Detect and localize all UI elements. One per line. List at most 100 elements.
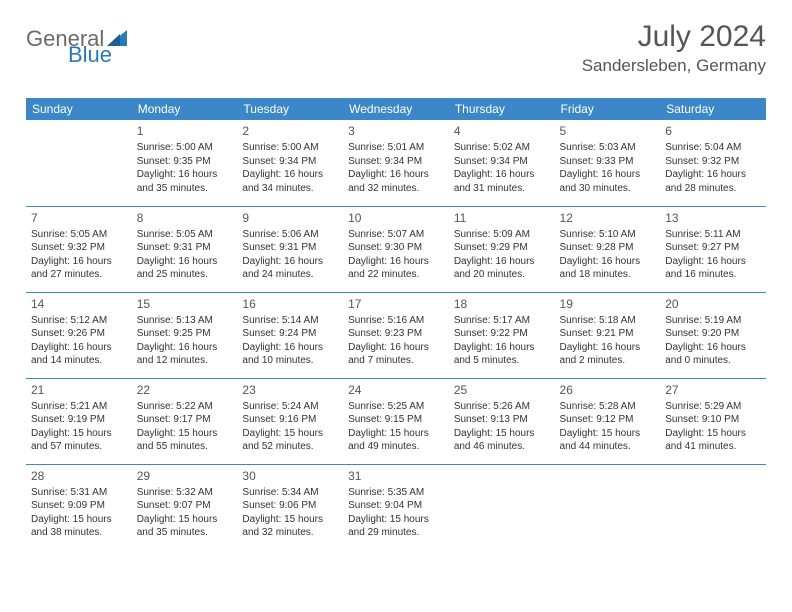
sunrise-line: Sunrise: 5:35 AM: [348, 486, 444, 500]
day-number: 20: [665, 296, 761, 312]
day-header-sunday: Sunday: [26, 98, 132, 120]
day-number: 22: [137, 382, 233, 398]
day-number: 6: [665, 123, 761, 139]
calendar-cell: [555, 464, 661, 550]
daylight-line: Daylight: 16 hours: [665, 341, 761, 355]
day-number: 7: [31, 210, 127, 226]
sunrise-line: Sunrise: 5:11 AM: [665, 228, 761, 242]
day-number: 23: [242, 382, 338, 398]
sunset-line: Sunset: 9:34 PM: [454, 155, 550, 169]
calendar-cell: 26Sunrise: 5:28 AMSunset: 9:12 PMDayligh…: [555, 378, 661, 464]
sunrise-line: Sunrise: 5:00 AM: [242, 141, 338, 155]
sunset-line: Sunset: 9:30 PM: [348, 241, 444, 255]
day-number: 28: [31, 468, 127, 484]
daylight-line: Daylight: 16 hours: [454, 255, 550, 269]
daylight-line: Daylight: 15 hours: [665, 427, 761, 441]
daylight-line: and 16 minutes.: [665, 268, 761, 282]
daylight-line: and 52 minutes.: [242, 440, 338, 454]
calendar-header-row: Sunday Monday Tuesday Wednesday Thursday…: [26, 98, 766, 120]
daylight-line: Daylight: 16 hours: [242, 341, 338, 355]
calendar-cell: 31Sunrise: 5:35 AMSunset: 9:04 PMDayligh…: [343, 464, 449, 550]
daylight-line: Daylight: 15 hours: [137, 513, 233, 527]
sunset-line: Sunset: 9:17 PM: [137, 413, 233, 427]
calendar-cell: 28 Sunrise: 5:31 AMSunset: 9:09 PMDayligh…: [26, 464, 132, 550]
sunrise-line: Sunrise: 5:19 AM: [665, 314, 761, 328]
calendar-cell: 6Sunrise: 5:04 AMSunset: 9:32 PMDaylight…: [660, 120, 766, 206]
calendar-cell: 11Sunrise: 5:09 AMSunset: 9:29 PMDayligh…: [449, 206, 555, 292]
sunrise-line: Sunrise: 5:12 AM: [31, 314, 127, 328]
calendar-cell: 1Sunrise: 5:00 AMSunset: 9:35 PMDaylight…: [132, 120, 238, 206]
day-number: 1: [137, 123, 233, 139]
calendar-cell: 20Sunrise: 5:19 AMSunset: 9:20 PMDayligh…: [660, 292, 766, 378]
sunset-line: Sunset: 9:29 PM: [454, 241, 550, 255]
day-header-thursday: Thursday: [449, 98, 555, 120]
calendar-cell: 2Sunrise: 5:00 AMSunset: 9:34 PMDaylight…: [237, 120, 343, 206]
daylight-line: Daylight: 16 hours: [242, 255, 338, 269]
title-block: July 2024 Sandersleben, Germany: [582, 20, 766, 76]
day-number: 15: [137, 296, 233, 312]
calendar-cell: 4Sunrise: 5:02 AMSunset: 9:34 PMDaylight…: [449, 120, 555, 206]
daylight-line: Daylight: 16 hours: [137, 341, 233, 355]
daylight-line: Daylight: 15 hours: [454, 427, 550, 441]
daylight-line: Daylight: 16 hours: [348, 341, 444, 355]
daylight-line: Daylight: 16 hours: [31, 255, 127, 269]
calendar-cell: 18Sunrise: 5:17 AMSunset: 9:22 PMDayligh…: [449, 292, 555, 378]
sunset-line: Sunset: 9:33 PM: [560, 155, 656, 169]
daylight-line: Daylight: 16 hours: [560, 168, 656, 182]
calendar-page: General July 2024 Sandersleben, Germany …: [0, 0, 792, 570]
calendar-cell: 12Sunrise: 5:10 AMSunset: 9:28 PMDayligh…: [555, 206, 661, 292]
calendar-cell: 27Sunrise: 5:29 AMSunset: 9:10 PMDayligh…: [660, 378, 766, 464]
sunset-line: Sunset: 9:28 PM: [560, 241, 656, 255]
calendar-cell: 16Sunrise: 5:14 AMSunset: 9:24 PMDayligh…: [237, 292, 343, 378]
daylight-line: and 35 minutes.: [137, 526, 233, 540]
daylight-line: and 28 minutes.: [665, 182, 761, 196]
sunrise-line: Sunrise: 5:25 AM: [348, 400, 444, 414]
sunrise-line: Sunrise: 5:05 AM: [31, 228, 127, 242]
daylight-line: Daylight: 15 hours: [31, 513, 127, 527]
logo-blue-wrap: Blue: [68, 42, 112, 68]
sunset-line: Sunset: 9:21 PM: [560, 327, 656, 341]
calendar-cell: 23Sunrise: 5:24 AMSunset: 9:16 PMDayligh…: [237, 378, 343, 464]
sunrise-line: Sunrise: 5:31 AM: [31, 486, 127, 500]
daylight-line: Daylight: 16 hours: [348, 255, 444, 269]
sunrise-line: Sunrise: 5:10 AM: [560, 228, 656, 242]
sunset-line: Sunset: 9:09 PM: [31, 499, 127, 513]
sunrise-line: Sunrise: 5:32 AM: [137, 486, 233, 500]
sunrise-line: Sunrise: 5:07 AM: [348, 228, 444, 242]
sunrise-line: Sunrise: 5:22 AM: [137, 400, 233, 414]
sunrise-line: Sunrise: 5:04 AM: [665, 141, 761, 155]
sunset-line: Sunset: 9:22 PM: [454, 327, 550, 341]
sunset-line: Sunset: 9:10 PM: [665, 413, 761, 427]
day-header-saturday: Saturday: [660, 98, 766, 120]
day-number: 14: [31, 296, 127, 312]
daylight-line: Daylight: 16 hours: [137, 168, 233, 182]
daylight-line: and 10 minutes.: [242, 354, 338, 368]
sunrise-line: Sunrise: 5:00 AM: [137, 141, 233, 155]
calendar-table: Sunday Monday Tuesday Wednesday Thursday…: [26, 98, 766, 550]
sunrise-line: Sunrise: 5:16 AM: [348, 314, 444, 328]
day-number: 11: [454, 210, 550, 226]
sunrise-line: Sunrise: 5:03 AM: [560, 141, 656, 155]
daylight-line: Daylight: 16 hours: [348, 168, 444, 182]
calendar-cell: 5Sunrise: 5:03 AMSunset: 9:33 PMDaylight…: [555, 120, 661, 206]
calendar-cell: 3Sunrise: 5:01 AMSunset: 9:34 PMDaylight…: [343, 120, 449, 206]
sunrise-line: Sunrise: 5:01 AM: [348, 141, 444, 155]
daylight-line: and 24 minutes.: [242, 268, 338, 282]
calendar-week-row: 1Sunrise: 5:00 AMSunset: 9:35 PMDaylight…: [26, 120, 766, 206]
daylight-line: Daylight: 16 hours: [242, 168, 338, 182]
month-title: July 2024: [582, 20, 766, 54]
calendar-week-row: 14Sunrise: 5:12 AMSunset: 9:26 PMDayligh…: [26, 292, 766, 378]
sunrise-line: Sunrise: 5:18 AM: [560, 314, 656, 328]
daylight-line: Daylight: 15 hours: [348, 427, 444, 441]
calendar-cell: [26, 120, 132, 206]
calendar-week-row: 7Sunrise: 5:05 AMSunset: 9:32 PMDaylight…: [26, 206, 766, 292]
sunset-line: Sunset: 9:31 PM: [137, 241, 233, 255]
calendar-cell: 7Sunrise: 5:05 AMSunset: 9:32 PMDaylight…: [26, 206, 132, 292]
day-header-friday: Friday: [555, 98, 661, 120]
sunset-line: Sunset: 9:07 PM: [137, 499, 233, 513]
daylight-line: Daylight: 15 hours: [31, 427, 127, 441]
calendar-cell: 17Sunrise: 5:16 AMSunset: 9:23 PMDayligh…: [343, 292, 449, 378]
day-number: 31: [348, 468, 444, 484]
sunset-line: Sunset: 9:12 PM: [560, 413, 656, 427]
sunset-line: Sunset: 9:23 PM: [348, 327, 444, 341]
